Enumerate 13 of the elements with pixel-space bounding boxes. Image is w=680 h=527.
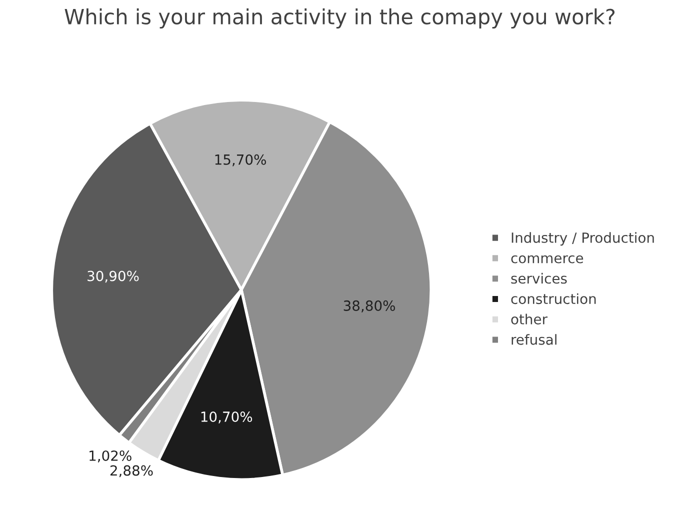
data-label: 2,88% xyxy=(110,465,153,478)
data-label: 1,02% xyxy=(90,450,132,462)
legend-label: commerce xyxy=(511,255,584,264)
data-label: 15,70% xyxy=(215,154,266,166)
legend-label: construction xyxy=(511,293,596,304)
data-label: 10,70% xyxy=(201,412,252,424)
data-label: 30,90% xyxy=(88,270,139,283)
chart-title: Which is your main activity in the comapy you work? xyxy=(64,8,615,29)
legend-label: refusal xyxy=(512,334,556,345)
legend-label: other xyxy=(511,314,548,324)
data-label: 38,80% xyxy=(344,300,395,312)
legend-label: Industry / Production xyxy=(512,232,654,246)
legend-label: services xyxy=(511,272,567,284)
